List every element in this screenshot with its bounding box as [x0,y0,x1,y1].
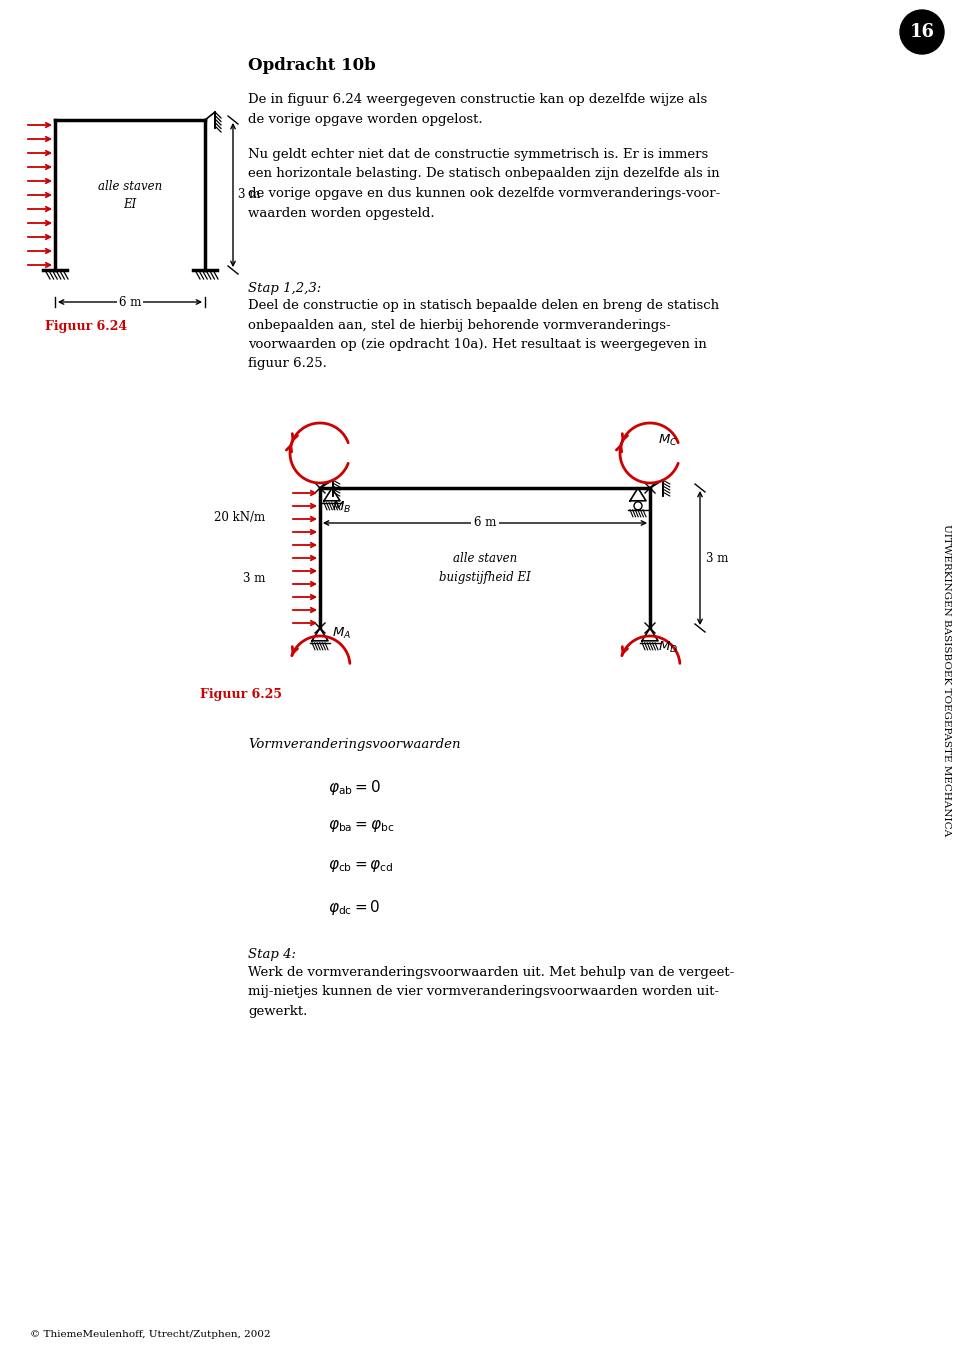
Text: alle staven
EI: alle staven EI [98,179,162,210]
Text: 6 m: 6 m [119,295,141,308]
Text: alle staven
buigstijfheid EI: alle staven buigstijfheid EI [439,552,531,583]
Text: $\varphi_{\mathrm{dc}} = 0$: $\varphi_{\mathrm{dc}} = 0$ [328,898,380,917]
Text: De in figuur 6.24 weergegeven constructie kan op dezelfde wijze als
de vorige op: De in figuur 6.24 weergegeven constructi… [248,93,708,125]
Text: $M_A$: $M_A$ [332,626,351,641]
Text: Vormveranderingsvoorwaarden: Vormveranderingsvoorwaarden [248,738,461,752]
Text: 3 m: 3 m [238,189,260,202]
Text: Figuur 6.24: Figuur 6.24 [45,321,127,333]
Text: 20 kN/m: 20 kN/m [214,512,265,524]
Text: $\varphi_{\mathrm{cb}} = \varphi_{\mathrm{cd}}$: $\varphi_{\mathrm{cb}} = \varphi_{\mathr… [328,858,394,874]
Text: Nu geldt echter niet dat de constructie symmetrisch is. Er is immers
een horizon: Nu geldt echter niet dat de constructie … [248,148,720,220]
Text: Werk de vormveranderingsvoorwaarden uit. Met behulp van de vergeet-
mij-nietjes : Werk de vormveranderingsvoorwaarden uit.… [248,966,734,1018]
Text: Opdracht 10b: Opdracht 10b [248,57,375,74]
Text: Deel de constructie op in statisch bepaalde delen en breng de statisch
onbepaald: Deel de constructie op in statisch bepaa… [248,299,719,370]
Text: $M_B$: $M_B$ [332,500,351,515]
Text: Stap 1,2,3:: Stap 1,2,3: [248,282,322,295]
Text: $\varphi_{\mathrm{ab}} = 0$: $\varphi_{\mathrm{ab}} = 0$ [328,779,381,797]
Text: 3 m: 3 m [243,571,265,585]
Text: 6 m: 6 m [474,516,496,529]
Text: 16: 16 [909,23,934,40]
Text: $M_C$: $M_C$ [658,432,678,449]
Text: Figuur 6.25: Figuur 6.25 [200,688,282,700]
Text: 3 m: 3 m [706,551,729,564]
Text: UITWERKINGEN BASISBOEK TOEGEPASTE MECHANICA: UITWERKINGEN BASISBOEK TOEGEPASTE MECHAN… [943,524,951,836]
Text: © ThiemeMeulenhoff, Utrecht/Zutphen, 2002: © ThiemeMeulenhoff, Utrecht/Zutphen, 200… [30,1329,271,1339]
Text: Stap 4:: Stap 4: [248,948,296,960]
Text: $\varphi_{\mathrm{ba}} = \varphi_{\mathrm{bc}}$: $\varphi_{\mathrm{ba}} = \varphi_{\mathr… [328,818,395,834]
Text: $M_D$: $M_D$ [658,640,678,655]
Circle shape [900,9,944,54]
